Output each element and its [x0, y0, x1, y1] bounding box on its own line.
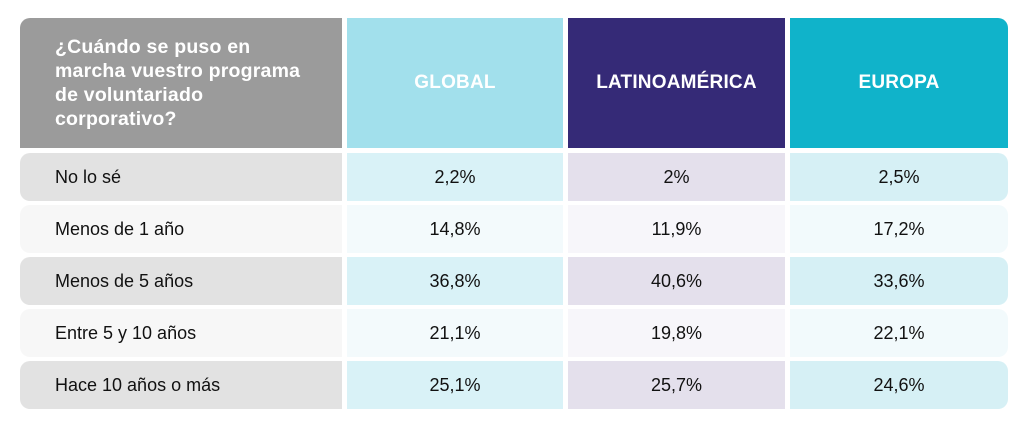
survey-table: ¿Cuándo se puso en marcha vuestro progra… — [20, 18, 1008, 413]
question-text: ¿Cuándo se puso en marcha vuestro progra… — [55, 36, 301, 130]
cell-global: 14,8% — [347, 205, 563, 253]
column-header-global: GLOBAL — [347, 18, 563, 148]
cell-latinoamerica: 25,7% — [568, 361, 785, 409]
cell-global: 2,2% — [347, 153, 563, 201]
row-label: Menos de 1 año — [20, 205, 342, 253]
row-label: Menos de 5 años — [20, 257, 342, 305]
cell-europa: 24,6% — [790, 361, 1008, 409]
table-row: Entre 5 y 10 años 21,1% 19,8% 22,1% — [20, 309, 1008, 357]
cell-global: 21,1% — [347, 309, 563, 357]
table-row: Hace 10 años o más 25,1% 25,7% 24,6% — [20, 361, 1008, 409]
table-row: Menos de 1 año 14,8% 11,9% 17,2% — [20, 205, 1008, 253]
column-header-europa: EUROPA — [790, 18, 1008, 148]
cell-latinoamerica: 40,6% — [568, 257, 785, 305]
column-header-label: LATINOAMÉRICA — [596, 72, 757, 93]
row-label: No lo sé — [20, 153, 342, 201]
cell-europa: 2,5% — [790, 153, 1008, 201]
cell-global: 25,1% — [347, 361, 563, 409]
column-header-latinoamerica: LATINOAMÉRICA — [568, 18, 785, 148]
column-header-label: GLOBAL — [414, 72, 496, 93]
table-row: No lo sé 2,2% 2% 2,5% — [20, 153, 1008, 201]
column-header-label: EUROPA — [858, 72, 940, 93]
cell-europa: 33,6% — [790, 257, 1008, 305]
table-body: No lo sé 2,2% 2% 2,5% Menos de 1 año 14,… — [20, 153, 1008, 409]
cell-latinoamerica: 19,8% — [568, 309, 785, 357]
cell-global: 36,8% — [347, 257, 563, 305]
cell-latinoamerica: 11,9% — [568, 205, 785, 253]
table-header: ¿Cuándo se puso en marcha vuestro progra… — [20, 18, 1008, 148]
cell-latinoamerica: 2% — [568, 153, 785, 201]
row-label: Entre 5 y 10 años — [20, 309, 342, 357]
row-label: Hace 10 años o más — [20, 361, 342, 409]
question-header: ¿Cuándo se puso en marcha vuestro progra… — [20, 18, 342, 148]
table-row: Menos de 5 años 36,8% 40,6% 33,6% — [20, 257, 1008, 305]
cell-europa: 22,1% — [790, 309, 1008, 357]
cell-europa: 17,2% — [790, 205, 1008, 253]
